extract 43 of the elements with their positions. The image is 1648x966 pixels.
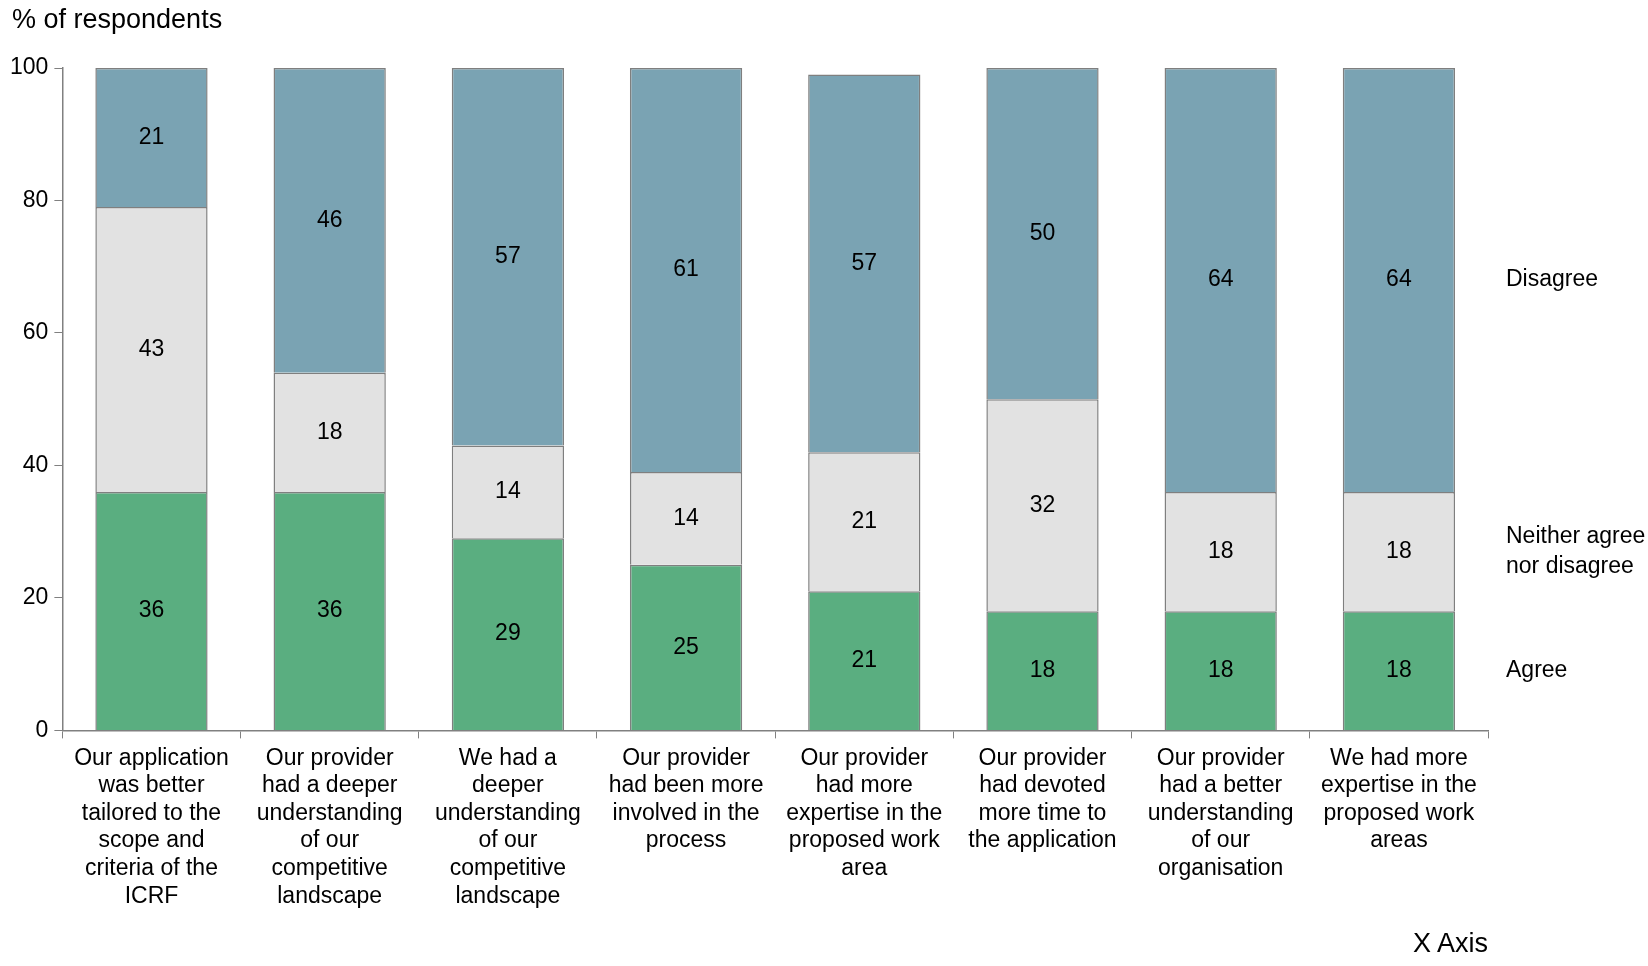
y-tick-label: 40 xyxy=(22,450,49,477)
data-label: 21 xyxy=(851,645,878,672)
y-tick-label: 0 xyxy=(35,715,49,742)
data-label: 18 xyxy=(1386,655,1412,682)
data-label: 64 xyxy=(1207,265,1234,292)
data-label: 46 xyxy=(316,205,343,232)
text: Neither agree nor disagree xyxy=(1506,521,1646,578)
data-label: 18 xyxy=(1029,655,1056,682)
data-label: 64 xyxy=(1386,265,1412,292)
x-tick-label: We had more expertise in the proposed work areas xyxy=(1320,743,1477,853)
data-label: 50 xyxy=(1029,218,1056,245)
data-label: 25 xyxy=(673,632,699,659)
data-label: 36 xyxy=(316,596,343,623)
data-label: 21 xyxy=(851,507,878,534)
data-label: 29 xyxy=(495,619,521,646)
data-label: 21 xyxy=(138,122,165,149)
data-label: 57 xyxy=(851,248,878,275)
y-tick-label: 100 xyxy=(10,53,49,80)
data-label: 61 xyxy=(673,255,699,282)
text: Agree xyxy=(1506,655,1568,682)
y-axis-title: % of respondents xyxy=(12,4,223,35)
y-tick-label: 60 xyxy=(22,318,49,345)
text: Disagree xyxy=(1506,265,1599,292)
data-label: 32 xyxy=(1029,490,1056,517)
x-tick-label: Our provider had a better understanding of our organisation xyxy=(1147,743,1294,880)
y-tick-label: 80 xyxy=(22,185,49,212)
x-tick-label: Our application was better tailored to the scope and criteria of the ICRF xyxy=(74,743,229,908)
x-axis-title: X Axis xyxy=(1412,928,1488,959)
data-label: 36 xyxy=(138,596,165,623)
data-label: 18 xyxy=(316,417,343,444)
data-label: 18 xyxy=(1207,536,1234,563)
data-label: 14 xyxy=(673,503,700,530)
data-label: 43 xyxy=(138,334,165,361)
data-label: 14 xyxy=(495,477,521,504)
x-tick-label: Our provider had a deeper understanding of our competitive landscape xyxy=(256,743,403,908)
x-tick-label: Our provider had more expertise in the proposed work area xyxy=(786,743,943,880)
data-label: 57 xyxy=(495,242,521,269)
x-tick-label: We had a deeper understanding of our competitive landscape xyxy=(434,743,581,908)
data-label: 18 xyxy=(1207,655,1234,682)
data-label: 18 xyxy=(1386,536,1412,563)
x-tick-label: Our provider had been more involved in the process xyxy=(608,743,764,853)
y-tick-label: 20 xyxy=(22,583,49,610)
x-tick-label: Our provider had devoted more time to the application xyxy=(968,743,1117,853)
